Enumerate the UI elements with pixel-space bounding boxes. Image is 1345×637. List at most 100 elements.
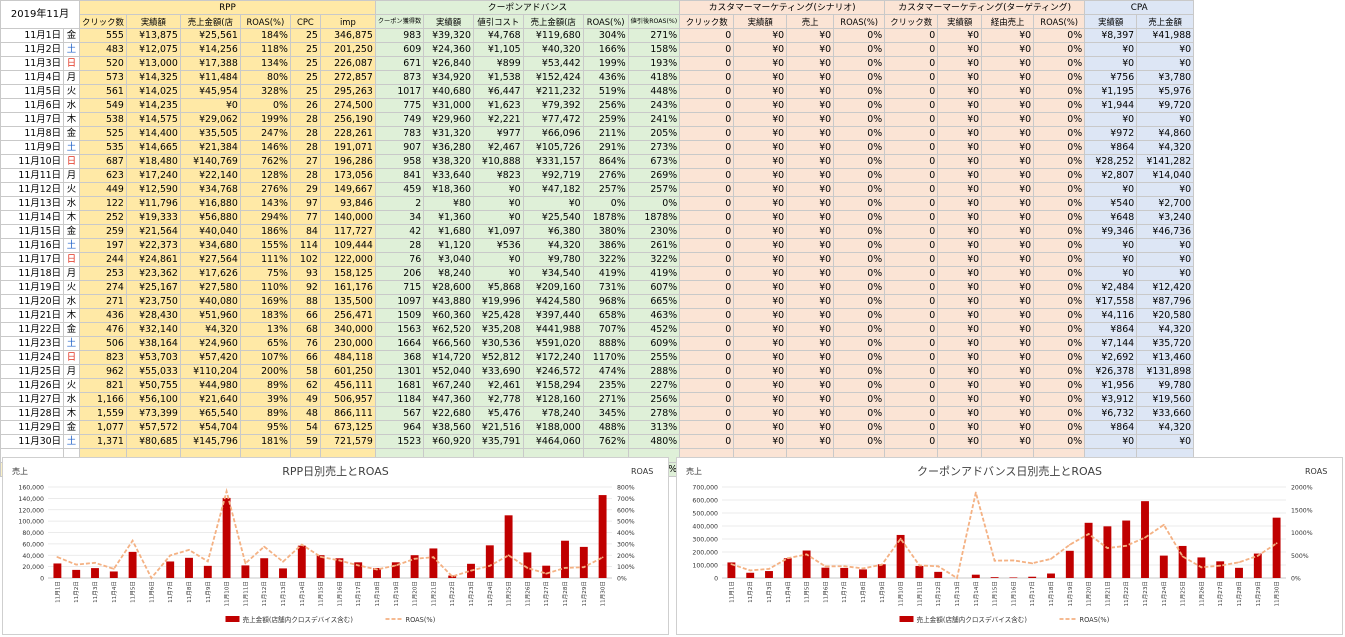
value-cell[interactable]: 256%: [582, 98, 629, 113]
value-cell[interactable]: 456,111: [319, 378, 376, 393]
value-cell[interactable]: 0: [884, 364, 939, 379]
value-cell[interactable]: 256,190: [319, 112, 376, 127]
value-cell[interactable]: ¥0: [733, 392, 788, 407]
value-cell[interactable]: 864%: [582, 154, 629, 169]
value-cell[interactable]: ¥28,600: [423, 280, 474, 295]
value-cell[interactable]: ¥0: [733, 42, 788, 57]
weekday-cell[interactable]: 火: [63, 280, 80, 295]
value-cell[interactable]: 749: [374, 112, 425, 127]
value-cell[interactable]: ¥0: [733, 350, 788, 365]
value-cell[interactable]: ¥40,680: [423, 84, 474, 99]
value-cell[interactable]: 84: [289, 224, 321, 239]
value-cell[interactable]: ¥0: [786, 154, 835, 169]
value-cell[interactable]: 0: [679, 378, 735, 393]
value-cell[interactable]: 65%: [239, 336, 291, 351]
value-cell[interactable]: 173,056: [319, 168, 376, 183]
value-cell[interactable]: 0%: [1033, 210, 1086, 225]
value-cell[interactable]: 0%: [833, 308, 886, 323]
value-cell[interactable]: 0%: [833, 56, 886, 71]
value-cell[interactable]: ¥23,362: [125, 266, 181, 281]
value-cell[interactable]: ¥464,060: [522, 434, 584, 449]
value-cell[interactable]: 549: [79, 98, 127, 113]
value-cell[interactable]: 34: [374, 210, 425, 225]
value-cell[interactable]: 272,857: [319, 70, 376, 85]
value-cell[interactable]: ¥331,157: [522, 154, 584, 169]
value-cell[interactable]: 0: [679, 42, 735, 57]
value-cell[interactable]: 26: [289, 98, 321, 113]
value-cell[interactable]: ¥14,575: [125, 112, 181, 127]
value-cell[interactable]: 775: [374, 98, 425, 113]
value-cell[interactable]: 27: [289, 154, 321, 169]
value-cell[interactable]: 535: [79, 140, 127, 155]
group-coupon-advance[interactable]: クーポンアドバンス: [374, 0, 681, 15]
value-cell[interactable]: ¥0: [981, 434, 1035, 449]
value-cell[interactable]: ¥131,898: [1136, 364, 1195, 379]
date-cell[interactable]: 11月20日: [0, 294, 64, 309]
weekday-cell[interactable]: 土: [63, 140, 80, 155]
weekday-cell[interactable]: 月: [63, 70, 80, 85]
value-cell[interactable]: ¥13,460: [1136, 350, 1195, 365]
value-cell[interactable]: ¥141,282: [1136, 154, 1195, 169]
value-cell[interactable]: 95%: [239, 420, 291, 435]
value-cell[interactable]: 0: [679, 392, 735, 407]
value-cell[interactable]: ¥0: [786, 42, 835, 57]
value-cell[interactable]: ¥17,388: [179, 56, 241, 71]
value-cell[interactable]: ¥47,182: [522, 182, 584, 197]
value-cell[interactable]: ¥73,399: [125, 406, 181, 421]
value-cell[interactable]: ¥0: [981, 182, 1035, 197]
value-cell[interactable]: ¥92,719: [522, 168, 584, 183]
value-cell[interactable]: 158,125: [319, 266, 376, 281]
day-row[interactable]: 11月28日木 1,559 ¥73,399 ¥65,540 89% 48 866,111 56…: [0, 406, 1195, 421]
value-cell[interactable]: ¥0: [786, 294, 835, 309]
value-cell[interactable]: 0%: [1033, 434, 1086, 449]
value-cell[interactable]: 0%: [833, 392, 886, 407]
value-cell[interactable]: 0: [884, 168, 939, 183]
value-cell[interactable]: 0: [679, 336, 735, 351]
value-cell[interactable]: 448%: [627, 84, 681, 99]
value-cell[interactable]: 0%: [1033, 378, 1086, 393]
value-cell[interactable]: 0: [884, 70, 939, 85]
value-cell[interactable]: 0%: [833, 98, 886, 113]
value-cell[interactable]: ¥0: [733, 56, 788, 71]
value-cell[interactable]: ¥35,505: [179, 126, 241, 141]
value-cell[interactable]: ¥211,232: [522, 84, 584, 99]
value-cell[interactable]: ¥4,320: [1136, 420, 1195, 435]
value-cell[interactable]: 449: [79, 182, 127, 197]
value-cell[interactable]: ¥0: [937, 434, 983, 449]
value-cell[interactable]: ¥0: [937, 98, 983, 113]
value-cell[interactable]: 206: [374, 266, 425, 281]
value-cell[interactable]: 368: [374, 350, 425, 365]
value-cell[interactable]: 111%: [239, 252, 291, 267]
value-cell[interactable]: ¥0: [786, 434, 835, 449]
value-cell[interactable]: 419%: [582, 266, 629, 281]
value-cell[interactable]: 0%: [1033, 420, 1086, 435]
value-cell[interactable]: 0: [679, 70, 735, 85]
value-cell[interactable]: 0%: [1033, 112, 1086, 127]
value-cell[interactable]: ¥0: [733, 168, 788, 183]
value-cell[interactable]: 488%: [582, 420, 629, 435]
date-cell[interactable]: 11月6日: [0, 98, 64, 113]
value-cell[interactable]: 0: [679, 364, 735, 379]
value-cell[interactable]: ¥14,325: [125, 70, 181, 85]
value-cell[interactable]: ¥47,360: [423, 392, 474, 407]
value-cell[interactable]: ¥34,920: [423, 70, 474, 85]
value-cell[interactable]: ¥0: [1084, 252, 1138, 267]
weekday-cell[interactable]: 金: [63, 28, 80, 43]
value-cell[interactable]: ¥2,221: [472, 112, 524, 127]
value-cell[interactable]: ¥33,640: [423, 168, 474, 183]
value-cell[interactable]: 0: [679, 266, 735, 281]
value-cell[interactable]: 42: [374, 224, 425, 239]
value-cell[interactable]: 59: [289, 434, 321, 449]
value-cell[interactable]: ¥28,430: [125, 308, 181, 323]
value-cell[interactable]: ¥0: [733, 238, 788, 253]
value-cell[interactable]: 0: [679, 126, 735, 141]
value-cell[interactable]: ¥0: [981, 406, 1035, 421]
weekday-cell[interactable]: 日: [63, 154, 80, 169]
value-cell[interactable]: 135,500: [319, 294, 376, 309]
value-cell[interactable]: 0%: [833, 84, 886, 99]
column-header[interactable]: 売上金額(店: [522, 14, 584, 29]
value-cell[interactable]: 0: [884, 112, 939, 127]
day-row[interactable]: 11月1日金 555 ¥13,875 ¥25,561 184% 25 346,875 983 ¥…: [0, 28, 1195, 43]
value-cell[interactable]: 295,263: [319, 84, 376, 99]
value-cell[interactable]: ¥0: [937, 42, 983, 57]
